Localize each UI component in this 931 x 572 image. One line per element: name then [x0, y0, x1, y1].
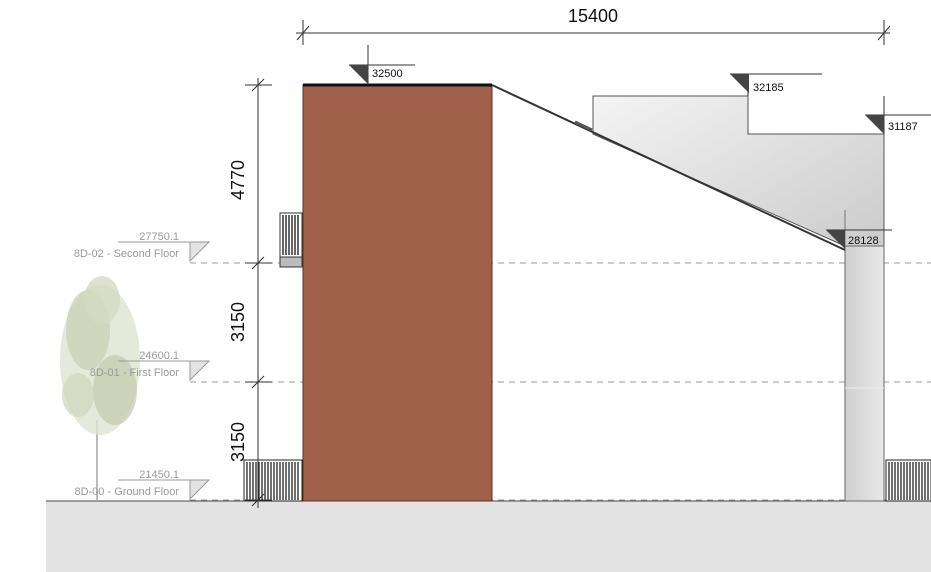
level-first-name: 8D-01 - First Floor — [90, 367, 180, 379]
vertical-dimension-chain — [245, 78, 272, 508]
level-second-value: 27750.1 — [139, 231, 179, 243]
spot-elevation-roof-left-label: 32500 — [372, 68, 403, 80]
tree-illustration — [60, 276, 140, 500]
dimension-top-label: 4770 — [228, 160, 248, 200]
level-tag-ground-floor: 21450.1 8D-00 - Ground Floor — [74, 469, 209, 499]
dimension-bottom-label: 3150 — [228, 422, 248, 462]
ground-plane — [46, 501, 931, 572]
spot-elevation-roof-right-label: 31187 — [888, 121, 918, 133]
spot-elevation-roof-left: 32500 — [349, 45, 415, 85]
overall-dimension-label: 15400 — [568, 6, 618, 26]
level-second-name: 8D-02 - Second Floor — [74, 248, 179, 260]
fence-left — [244, 460, 302, 501]
right-column — [845, 246, 884, 501]
level-ground-name: 8D-00 - Ground Floor — [74, 486, 179, 498]
spot-elevation-eave-right-label: 28128 — [848, 235, 879, 247]
level-ground-value: 21450.1 — [139, 469, 179, 481]
level-tag-second-floor: 27750.1 8D-02 - Second Floor — [74, 231, 209, 261]
spot-elevation-roof-right: 31187 — [865, 96, 931, 134]
fence-right — [886, 460, 931, 501]
brick-wall — [303, 85, 492, 501]
spot-elevation-roof-mid: 32185 — [730, 74, 822, 96]
spot-elevation-roof-mid-label: 32185 — [753, 82, 784, 94]
side-railing — [280, 213, 302, 267]
level-first-value: 24600.1 — [139, 350, 179, 362]
dimension-middle-label: 3150 — [228, 302, 248, 342]
